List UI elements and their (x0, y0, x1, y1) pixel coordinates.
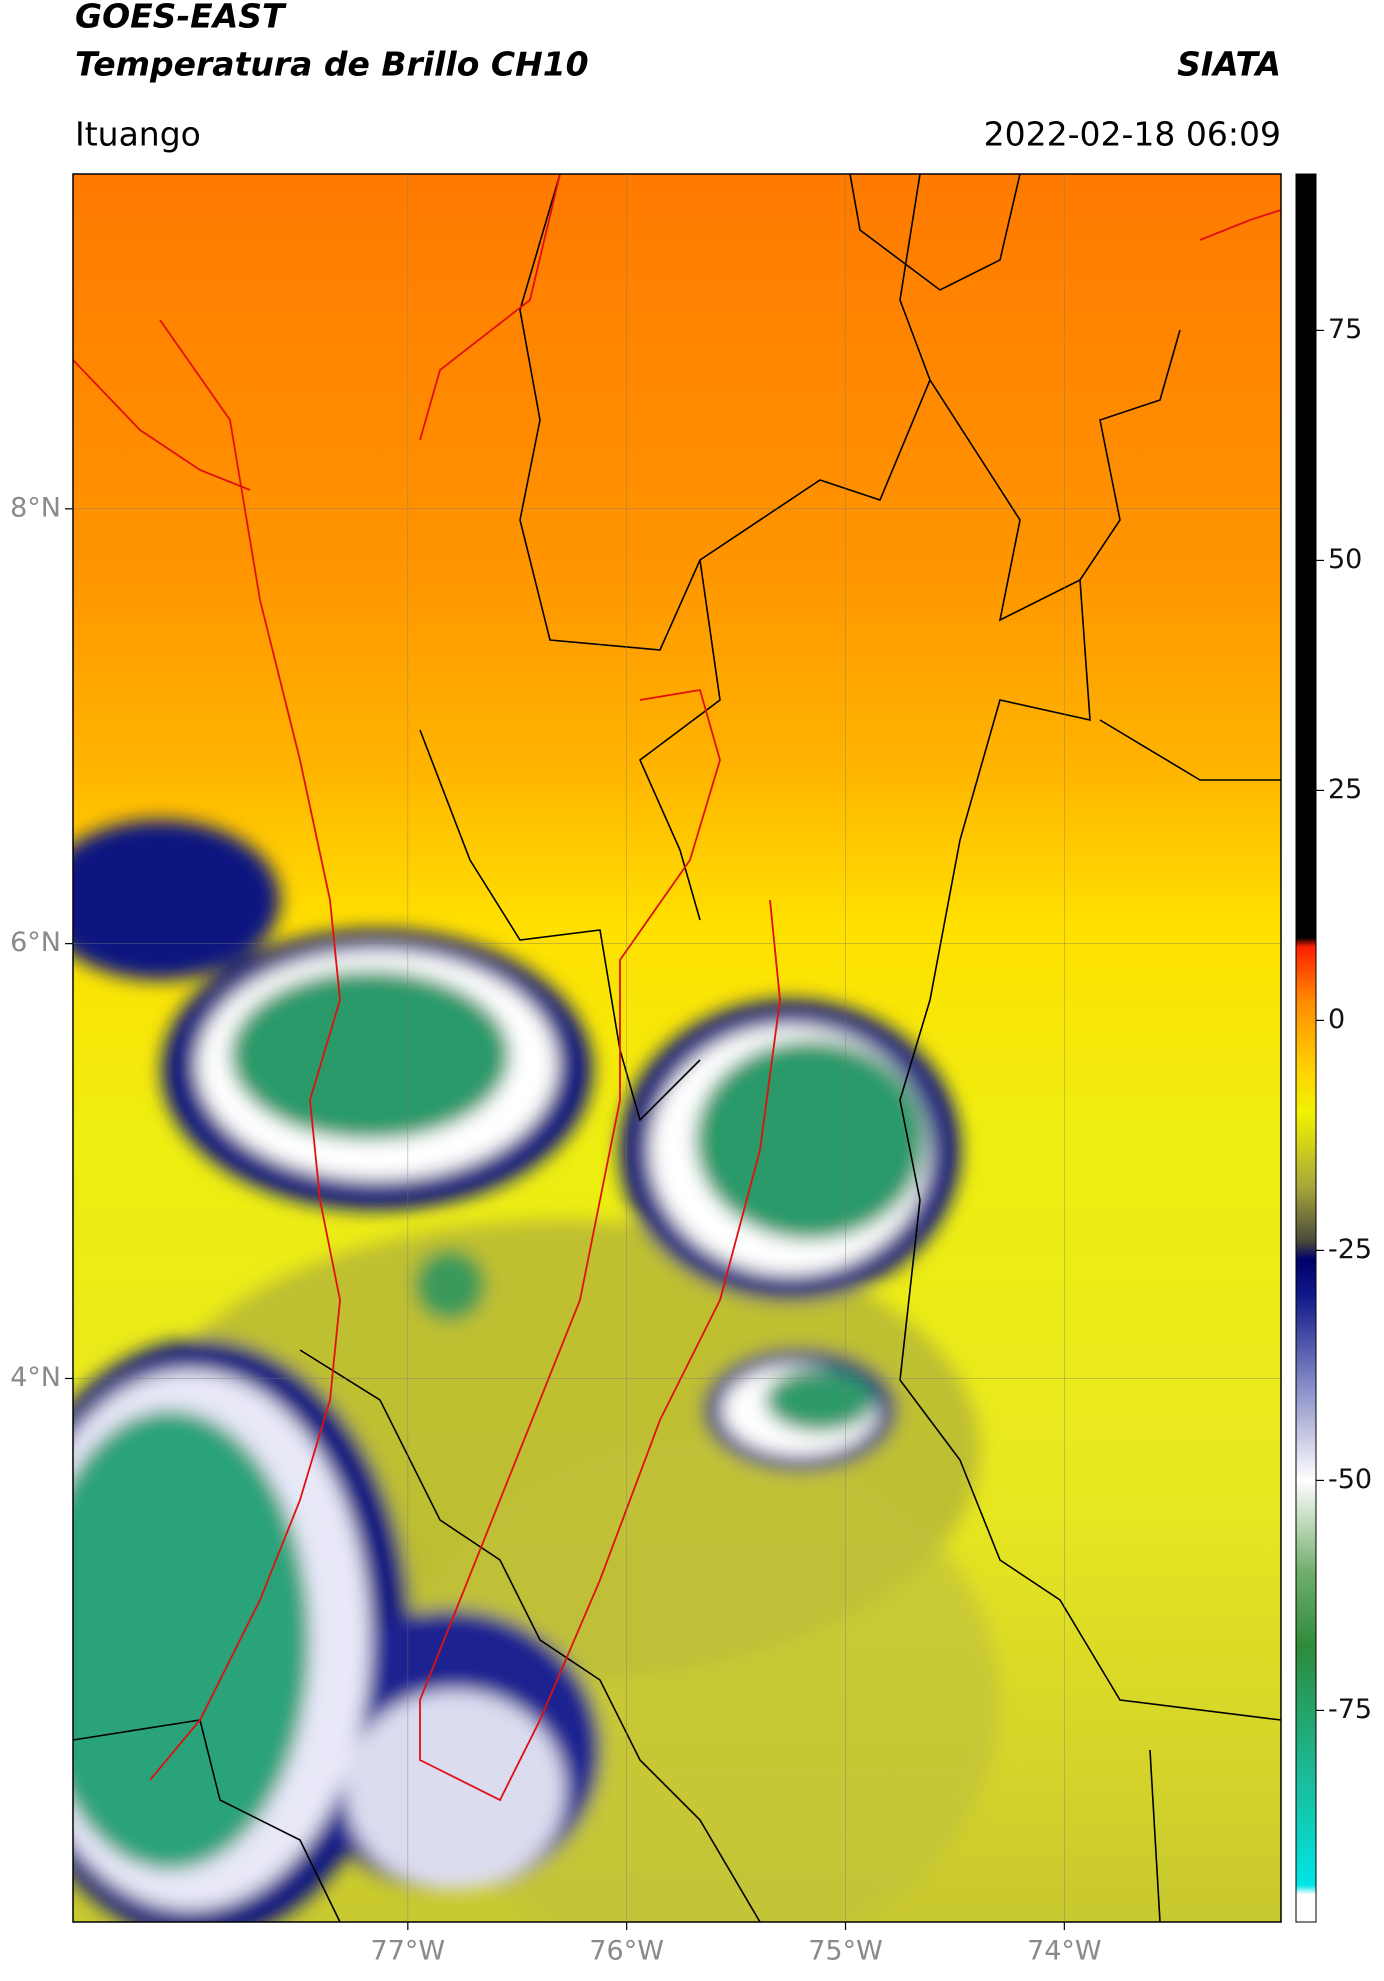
y-tick-label: 8°N (10, 492, 61, 523)
subtitle: Temperatura de Brillo CH10 (75, 45, 589, 84)
map-frame (72, 173, 1282, 1923)
y-tick-label: 6°N (10, 927, 61, 958)
datetime: 2022-02-18 06:09 (984, 115, 1281, 154)
colorbar-tick-label: 75 (1328, 314, 1362, 345)
colorbar-tick-label: -75 (1328, 1694, 1372, 1725)
x-tick-label: 75°W (808, 1936, 883, 1967)
y-tick-label: 4°N (10, 1362, 61, 1393)
colorbar (1295, 173, 1317, 1923)
colorbar-axes: 75 50 25 0 -25 -50 -75 (1316, 314, 1372, 1725)
colorbar-tick-label: 50 (1328, 544, 1362, 575)
colorbar-tick-label: 25 (1328, 774, 1362, 805)
red-boundaries (73, 174, 1281, 1802)
source: SIATA (1177, 45, 1281, 84)
title: GOES-EAST (75, 0, 287, 36)
x-tick-label: 74°W (1027, 1936, 1102, 1967)
x-tick-label: 77°W (371, 1936, 446, 1967)
boundaries (73, 174, 1281, 1922)
x-tick-label: 76°W (589, 1936, 664, 1967)
location: Ituango (75, 115, 201, 154)
colorbar-tick-label: -25 (1328, 1234, 1372, 1265)
map-image (73, 174, 1281, 1922)
colorbar-tick-label: -50 (1328, 1464, 1372, 1495)
map-axes: 77°W 76°W 75°W 74°W 8°N 6°N 4°N (10, 174, 1281, 1967)
colorbar-tick-label: 0 (1328, 1004, 1345, 1035)
